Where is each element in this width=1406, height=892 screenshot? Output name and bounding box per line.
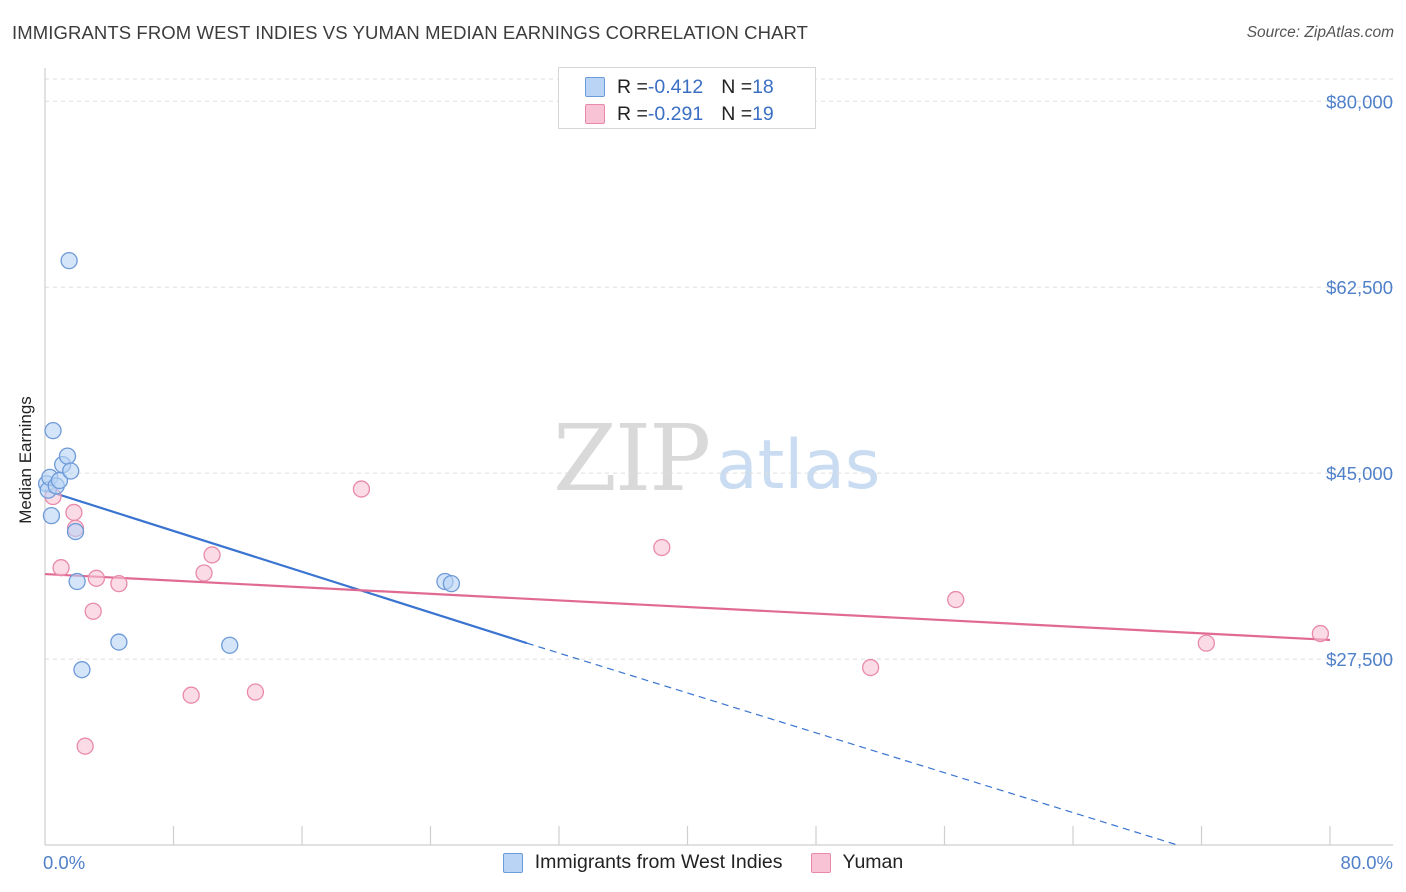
point-west-indies: [58, 447, 77, 465]
legend-row-yuman: R = -0.291 N = 19: [585, 101, 774, 127]
legend-n-value: 18: [752, 75, 774, 98]
point-west-indies: [60, 251, 78, 270]
point-yuman: [861, 658, 880, 677]
point-yuman: [653, 538, 671, 557]
point-west-indies: [221, 636, 239, 654]
point-west-indies: [44, 421, 62, 440]
point-yuman: [1197, 634, 1215, 652]
x-tick-labels: 0.0% 80.0%: [43, 852, 1393, 873]
legend-swatch-pink: [810, 852, 831, 873]
watermark-atlas: atlas: [716, 426, 880, 505]
legend-r-value: -0.291: [647, 102, 704, 125]
point-west-indies: [73, 661, 91, 679]
trend-lines: [44, 489, 1331, 846]
watermark: ZIP atlas: [553, 405, 880, 512]
trend-line-yuman: [44, 572, 1331, 642]
point-west-indies: [42, 506, 61, 525]
legend-swatch-blue: [502, 852, 523, 873]
point-yuman: [52, 559, 70, 577]
point-yuman: [76, 737, 94, 755]
legend-item-yuman[interactable]: Yuman: [810, 851, 904, 874]
legend-label-west-indies: Immigrants from West Indies: [534, 851, 783, 873]
watermark-zip: ZIP: [553, 405, 709, 512]
point-west-indies: [110, 633, 128, 651]
y-axis-label: Median Earnings: [16, 396, 35, 524]
point-west-indies: [66, 522, 85, 541]
chart-title: IMMIGRANTS FROM WEST INDIES VS YUMAN MED…: [12, 22, 809, 43]
point-yuman: [110, 574, 128, 593]
point-yuman: [84, 602, 102, 620]
trend-line-west-indies-extension: [526, 642, 1178, 846]
point-yuman: [65, 503, 83, 522]
point-yuman: [352, 480, 371, 498]
legend-r-label: R =: [617, 75, 648, 98]
correlation-legend: R = -0.412 N = 18 R = -0.291 N = 19: [558, 67, 816, 129]
series-legend: Immigrants from West Indies Yuman: [0, 851, 1406, 874]
data-points: [37, 251, 1330, 755]
legend-swatch-pink: [585, 104, 605, 124]
y-tick-label: $27,500: [1326, 649, 1393, 670]
axes: [44, 68, 1393, 846]
point-yuman: [246, 683, 265, 701]
legend-label-yuman: Yuman: [842, 851, 904, 873]
grid-lines: [45, 78, 1393, 660]
legend-n-label: N =: [721, 102, 753, 125]
source-label: Source: ZipAtlas.com: [1246, 24, 1394, 41]
point-yuman: [182, 686, 200, 704]
y-tick-label: $62,500: [1326, 277, 1393, 298]
y-tick-label: $80,000: [1326, 91, 1393, 112]
point-yuman: [195, 564, 213, 582]
point-yuman: [87, 569, 106, 587]
point-yuman: [947, 590, 965, 609]
point-yuman: [1311, 624, 1330, 643]
legend-n-value: 19: [752, 102, 774, 125]
legend-swatch-blue: [585, 77, 605, 97]
legend-item-west-indies[interactable]: Immigrants from West Indies: [502, 851, 783, 874]
x-tick-label-max: 80.0%: [1341, 852, 1393, 873]
legend-n-label: N =: [721, 75, 753, 98]
y-tick-label: $45,000: [1326, 463, 1393, 484]
legend-row-west-indies: R = -0.412 N = 18: [585, 74, 774, 100]
x-tick-label-min: 0.0%: [43, 852, 85, 873]
point-west-indies: [68, 572, 86, 591]
point-yuman: [203, 546, 221, 564]
trend-line-west-indies: [44, 489, 528, 645]
y-tick-labels: $27,500 $45,000 $62,500 $80,000: [1326, 91, 1393, 670]
legend-r-value: -0.412: [647, 75, 704, 98]
point-west-indies: [62, 462, 80, 480]
point-west-indies: [442, 574, 461, 593]
legend-r-label: R =: [617, 102, 648, 125]
